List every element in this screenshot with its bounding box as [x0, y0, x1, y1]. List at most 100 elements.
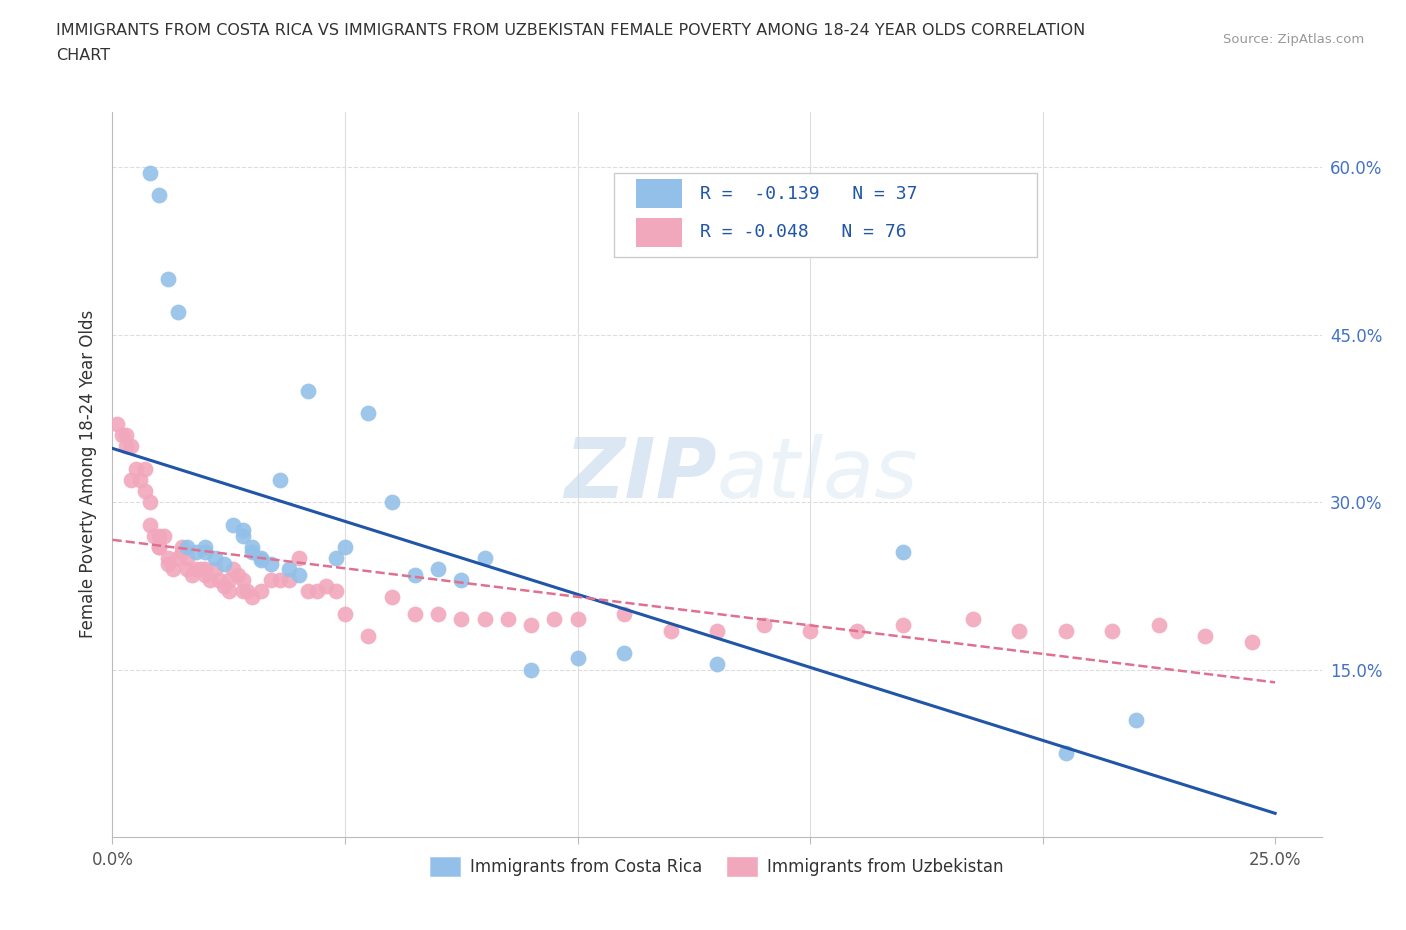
- Point: [474, 551, 496, 565]
- Bar: [636, 218, 682, 246]
- Point: [259, 556, 281, 571]
- Point: [962, 612, 984, 627]
- Point: [138, 495, 160, 510]
- Point: [176, 562, 198, 577]
- Point: [613, 606, 636, 621]
- Point: [166, 305, 188, 320]
- Text: Source: ZipAtlas.com: Source: ZipAtlas.com: [1223, 33, 1364, 46]
- Point: [891, 618, 914, 632]
- Point: [278, 573, 301, 588]
- FancyBboxPatch shape: [614, 173, 1038, 257]
- Point: [204, 551, 226, 565]
- Point: [115, 428, 138, 443]
- Point: [152, 528, 174, 543]
- Point: [450, 573, 472, 588]
- Point: [520, 662, 543, 677]
- Point: [218, 573, 240, 588]
- Point: [1240, 634, 1263, 649]
- Point: [1194, 629, 1216, 644]
- Point: [138, 166, 160, 180]
- Point: [148, 188, 170, 203]
- Point: [450, 612, 472, 627]
- Point: [148, 539, 170, 554]
- Point: [115, 439, 138, 454]
- Point: [172, 545, 194, 560]
- Text: R = -0.048   N = 76: R = -0.048 N = 76: [700, 223, 907, 241]
- Point: [496, 612, 519, 627]
- Point: [232, 528, 254, 543]
- Point: [240, 545, 263, 560]
- Text: atlas: atlas: [717, 433, 918, 515]
- Point: [222, 517, 245, 532]
- Text: IMMIGRANTS FROM COSTA RICA VS IMMIGRANTS FROM UZBEKISTAN FEMALE POVERTY AMONG 18: IMMIGRANTS FROM COSTA RICA VS IMMIGRANTS…: [56, 23, 1085, 38]
- Point: [259, 573, 281, 588]
- Point: [752, 618, 775, 632]
- Point: [134, 461, 156, 476]
- Point: [176, 539, 198, 554]
- Point: [297, 584, 319, 599]
- Point: [287, 567, 309, 582]
- Point: [357, 629, 380, 644]
- Point: [172, 539, 194, 554]
- Point: [307, 584, 329, 599]
- Point: [250, 551, 273, 565]
- Point: [613, 645, 636, 660]
- Point: [105, 417, 128, 432]
- Point: [186, 562, 208, 577]
- Point: [404, 606, 426, 621]
- Point: [208, 573, 231, 588]
- Point: [166, 551, 188, 565]
- Point: [129, 472, 152, 487]
- Point: [148, 539, 170, 554]
- Point: [357, 405, 380, 420]
- Point: [236, 584, 259, 599]
- Point: [799, 623, 821, 638]
- Point: [706, 623, 728, 638]
- Point: [474, 612, 496, 627]
- Point: [120, 472, 142, 487]
- Point: [134, 484, 156, 498]
- Point: [232, 523, 254, 538]
- Point: [250, 584, 273, 599]
- Point: [297, 383, 319, 398]
- Point: [287, 551, 309, 565]
- Legend: Immigrants from Costa Rica, Immigrants from Uzbekistan: Immigrants from Costa Rica, Immigrants f…: [423, 851, 1011, 884]
- Bar: [636, 179, 682, 208]
- Point: [162, 562, 184, 577]
- Point: [427, 606, 450, 621]
- Point: [204, 562, 226, 577]
- Point: [226, 567, 249, 582]
- Point: [180, 567, 202, 582]
- Point: [212, 556, 235, 571]
- Point: [190, 562, 212, 577]
- Point: [240, 590, 263, 604]
- Point: [250, 552, 273, 567]
- Point: [325, 551, 347, 565]
- Point: [567, 612, 589, 627]
- Y-axis label: Female Poverty Among 18-24 Year Olds: Female Poverty Among 18-24 Year Olds: [79, 311, 97, 638]
- Point: [520, 618, 543, 632]
- Text: CHART: CHART: [56, 48, 110, 63]
- Point: [543, 612, 565, 627]
- Point: [157, 551, 180, 565]
- Point: [148, 528, 170, 543]
- Point: [325, 584, 347, 599]
- Point: [333, 539, 356, 554]
- Point: [186, 545, 208, 560]
- Point: [232, 573, 254, 588]
- Point: [194, 545, 217, 560]
- Point: [659, 623, 682, 638]
- Point: [380, 590, 402, 604]
- Point: [138, 517, 160, 532]
- Point: [1101, 623, 1123, 638]
- Point: [212, 578, 235, 593]
- Point: [567, 651, 589, 666]
- Point: [278, 562, 301, 577]
- Point: [333, 606, 356, 621]
- Point: [404, 567, 426, 582]
- Point: [222, 562, 245, 577]
- Text: R =  -0.139   N = 37: R = -0.139 N = 37: [700, 185, 918, 203]
- Point: [891, 545, 914, 560]
- Point: [269, 472, 291, 487]
- Point: [157, 272, 180, 286]
